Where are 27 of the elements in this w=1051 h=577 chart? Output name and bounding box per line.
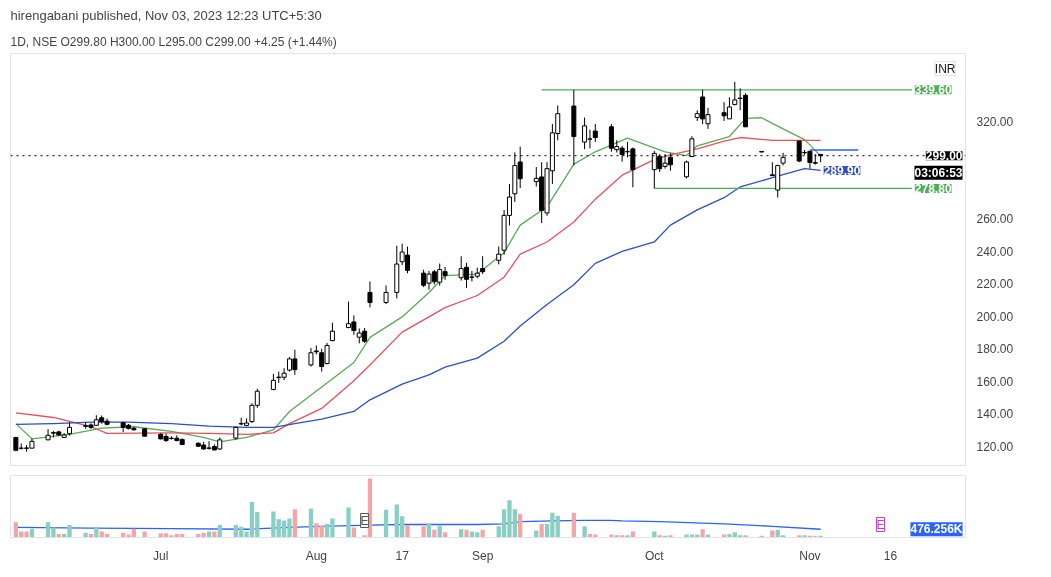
annotation: E [360, 513, 369, 528]
y-tick-label: 260.00 [976, 212, 1014, 227]
y-tick-label: 320.00 [976, 115, 1014, 130]
y-tick-label: 120.00 [976, 439, 1014, 454]
x-tick-label: Jul [153, 548, 169, 563]
chart-subtitle: 1D, NSE O299.80 H300.00 L295.00 C299.00 +4.25 (+1.44%) [10, 34, 337, 49]
annotation: 278.80 [914, 181, 952, 196]
x-tick-label: Sep [471, 548, 494, 563]
x-tick-label: Aug [305, 548, 327, 563]
annotation: INR [934, 61, 956, 76]
y-tick-label: 160.00 [976, 374, 1014, 389]
annotation: 03:06:53 [914, 165, 963, 180]
x-tick-label: 16 [883, 548, 898, 563]
y-tick-label: 240.00 [976, 244, 1014, 259]
y-tick-label: 180.00 [976, 342, 1014, 357]
chart-title: hirengabani published, Nov 03, 2023 12:23 UTC+5:30 [10, 7, 322, 23]
ref-line-label: 299.00 [925, 149, 963, 164]
x-tick-label: Oct [644, 548, 665, 563]
annotation: 476.256K [910, 522, 963, 537]
annotation: 339.60 [914, 83, 952, 98]
y-tick-label: 200.00 [976, 309, 1014, 324]
x-tick-label: 17 [395, 548, 410, 563]
y-tick-label: 220.00 [976, 277, 1014, 292]
annotation: E [876, 517, 885, 532]
annotation: 289.90 [823, 163, 861, 178]
x-tick-label: Nov [799, 548, 821, 563]
y-tick-label: 140.00 [976, 407, 1014, 422]
